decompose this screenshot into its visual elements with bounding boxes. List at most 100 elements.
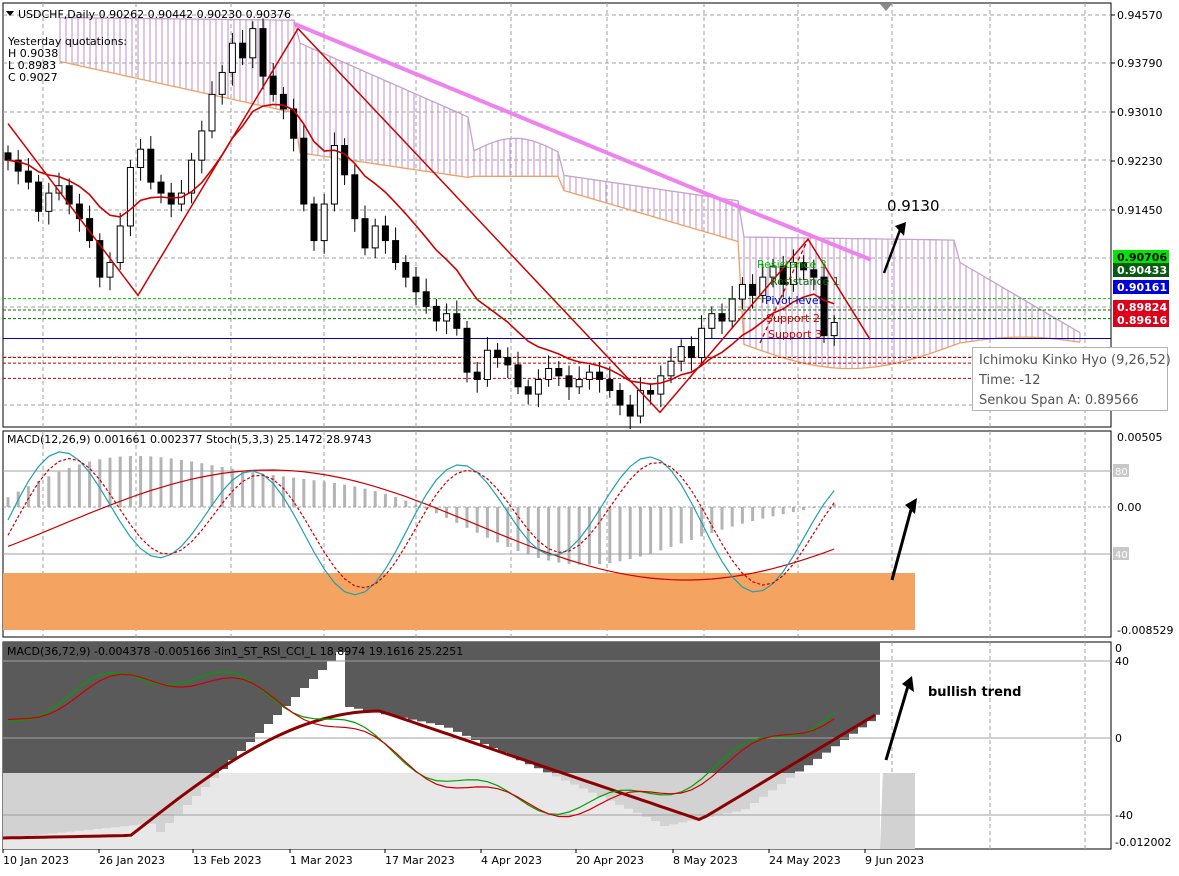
bear-candle [4,152,12,161]
price-badge [1113,313,1169,327]
support-2-label: Support 2 [766,312,820,325]
pivot-label: Pivot level [765,294,822,307]
bear-candle [565,375,573,388]
price-badge-label: 0.90706 [1117,251,1167,264]
macd-axis-zero: 0.00 [1117,501,1142,514]
stoch-signal-line [7,457,835,589]
price-badge-label: 0.90433 [1117,264,1167,277]
bear-candle [157,181,165,194]
price-panel-frame [2,2,1112,428]
x-axis-label: 8 May 2023 [673,854,738,867]
bull-candle [177,192,185,205]
bear-candle [494,349,502,359]
stoch-80-badge [1113,464,1129,477]
bull-candle [575,378,583,388]
x-axis-label: 13 Feb 2023 [193,854,261,867]
x-axis-label: 10 Jan 2023 [3,854,69,867]
symbol-header: USDCHF,Daily 0.90262 0.90442 0.90230 0.9… [18,8,291,21]
bear-candle [310,203,318,242]
bear-candle [75,203,83,220]
yesterday-low: L 0.8983 [8,59,56,72]
bear-candle [779,265,787,285]
stoch-80-label: 80 [1115,467,1128,478]
macd-signal-line [7,469,835,581]
target-arrow-head [895,222,906,236]
bull-candle [218,71,226,95]
bear-candle [514,364,522,388]
yesterday-title: Yesterday quotations: [7,35,127,48]
bear-candle [392,240,400,264]
lower-axis-0-top: 0 [1115,642,1122,655]
bear-candle [422,291,430,307]
target-arrow-shaft [882,229,902,274]
bear-candle [279,93,287,110]
bull-candle [483,349,491,380]
stoch-40-label: 40 [1115,550,1128,561]
x-axis-label: 4 Apr 2023 [481,854,542,867]
bear-candle [555,368,563,377]
bull-candle [45,192,53,212]
lower-axis-0: 0 [1115,732,1122,745]
yesterday-close: C 0.9027 [8,71,58,84]
zigzag-dashed [759,238,809,344]
lower-axis-40: 40 [1115,655,1129,668]
lower-cci-line [7,673,835,818]
bull-candle [759,276,767,296]
oversold-zone [3,573,915,630]
price-tick-label: 0.94570 [1117,9,1163,22]
price-badge [1113,263,1169,277]
bear-candle [14,159,22,172]
bull-candle [137,148,145,168]
macd-axis-bottom: -0.008529 [1117,624,1173,637]
bull-candle [585,371,593,380]
x-axis-label: 1 Mar 2023 [290,854,353,867]
tooltip-line-1: Ichimoku Kinko Hyo (9,26,52) [979,353,1171,368]
lower-arrow-head [902,676,914,692]
bear-candle [504,357,512,366]
bear-candle [606,378,614,391]
bull-candle [330,145,338,205]
price-tick-label: 0.93010 [1117,106,1163,119]
bear-candle [463,327,471,373]
bear-candle [361,218,369,249]
resistance-3-label: Resistance 3 [757,258,827,271]
resistance-1-label: Resistance 1 [770,275,840,288]
senkou-span-b-line [59,16,1081,334]
bear-candle [147,148,155,183]
scroll-marker-icon [880,4,892,11]
senkou-span-a-line [59,60,1081,370]
bull-candle [769,265,777,278]
tooltip-line-2: Time: -12 [979,373,1041,388]
target-label: 0.9130 [887,197,940,215]
lower-trend-line [2,709,876,840]
x-axis-label: 26 Jan 2023 [99,854,165,867]
lower-axis-m40: -40 [1115,809,1133,822]
bear-candle [35,181,43,212]
bear-candle [524,386,532,395]
macd-panel-title: MACD(12,26,9) 0.001661 0.002377 Stoch(5,… [7,433,372,446]
lower-light-overlay [3,773,880,849]
bull-candle [443,313,451,322]
lower-axis-bottom: -0.012002 [1115,836,1171,849]
bear-candle [259,28,267,77]
bear-candle [96,240,104,278]
bear-candle [381,225,389,242]
bull-candle [228,42,236,73]
macd-axis-top: 0.00505 [1117,431,1163,444]
bear-candle [351,174,359,220]
bear-candle [473,371,481,380]
macd-arrow-head [905,498,917,514]
support-3-label: Support 3 [768,328,822,341]
x-axis-label: 20 Apr 2023 [576,854,644,867]
bear-candle [647,389,655,395]
bear-candle [239,42,247,59]
bull-candle [708,313,716,329]
stoch-40-badge [1113,547,1129,560]
bull-candle [55,185,63,194]
x-axis-label: 9 Jun 2023 [865,854,924,867]
bull-candle [208,93,216,132]
bull-candle [534,378,542,395]
bull-candle [738,283,746,300]
bull-candle [830,321,838,337]
price-tick-label: 0.93790 [1117,57,1163,70]
